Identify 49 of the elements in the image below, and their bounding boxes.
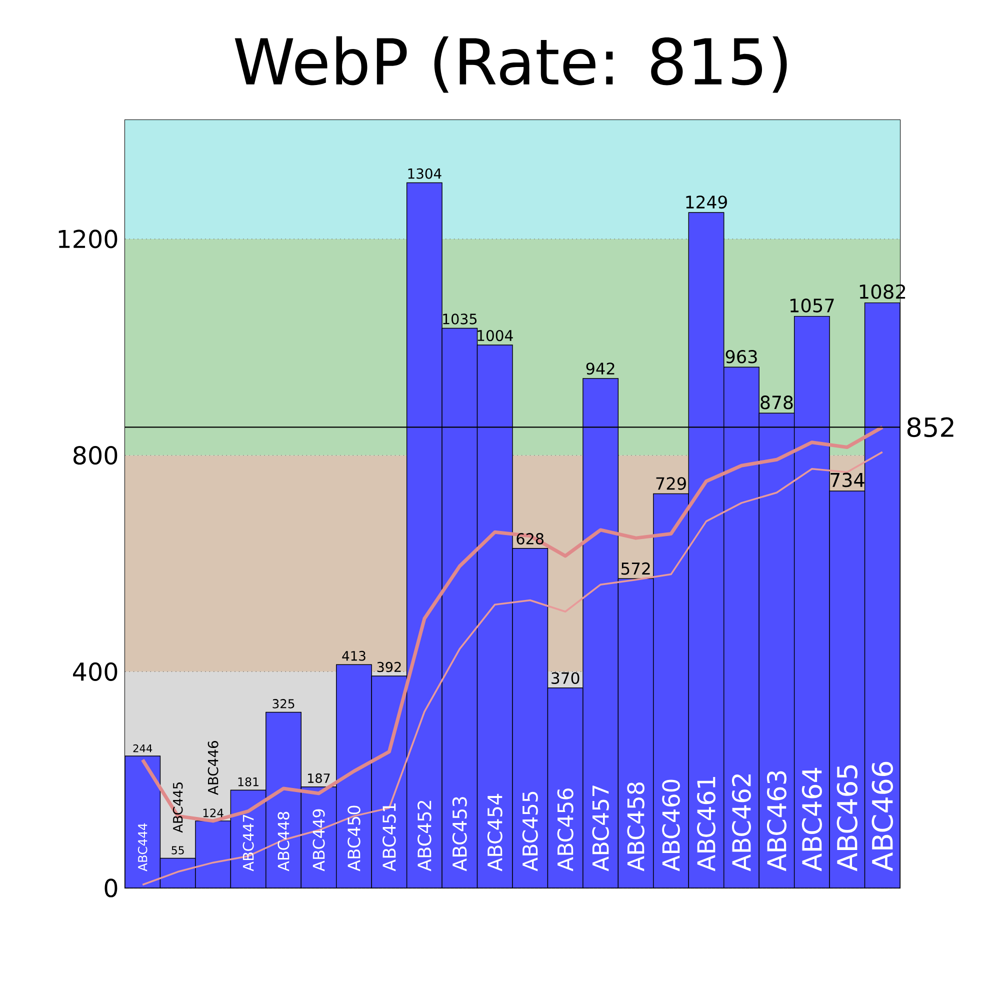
x-tick-label: ABC457 [592,786,609,872]
x-tick-label: ABC466 [872,762,894,872]
x-tick-label: ABC451 [382,803,396,872]
data-label: 181 [238,777,258,786]
x-tick-label: ABC444 [138,823,148,872]
x-tick-label: ABC460 [662,780,680,872]
data-label: 1004 [478,330,513,342]
x-tick-label: ABC448 [278,812,290,872]
data-label: 1304 [408,168,442,179]
x-tick-label: ABC455 [522,792,538,872]
data-label: 187 [308,773,330,783]
data-label: 370 [552,672,580,684]
data-label: 124 [203,808,224,818]
x-tick-label: ABC461 [697,776,716,872]
data-label: 1035 [443,314,477,324]
x-tick-label: ABC464 [802,768,822,872]
x-tick-label: ABC446 [208,741,218,796]
x-tick-label: ABC445 [172,782,183,833]
x-tick-label: ABC454 [487,794,502,872]
ref-line-label: 852 [907,417,954,438]
data-label: 413 [342,650,366,661]
x-tick-label: ABC458 [627,782,644,872]
data-label: 325 [272,699,294,708]
data-label: 55 [172,846,184,854]
x-tick-label: ABC449 [312,809,325,872]
data-label: 729 [656,477,686,490]
chart-title: WebP (Rate: 815) [234,36,787,93]
x-tick-label: ABC452 [418,800,432,872]
data-label: 572 [621,562,650,575]
x-tick-label: ABC462 [732,774,751,872]
data-label: 392 [377,662,401,672]
data-label: 963 [726,350,757,364]
x-tick-label: ABC456 [557,788,574,872]
x-tick-label: ABC465 [836,765,858,872]
x-tick-label: ABC450 [348,806,360,872]
y-tick-label: 1200 [58,230,118,248]
x-tick-label: ABC447 [242,814,254,872]
y-tick-label: 0 [104,878,118,898]
x-tick-label: ABC463 [766,771,786,872]
data-label: 628 [516,533,544,544]
data-label: 734 [830,472,864,488]
x-tick-label: ABC453 [452,797,467,872]
y-tick-label: 400 [73,662,118,681]
data-label: 878 [760,396,793,410]
y-tick-label: 800 [74,446,118,465]
data-label: 942 [586,362,614,375]
data-label: 244 [133,744,152,752]
data-label: 1057 [790,298,834,312]
data-label: 1249 [686,196,727,209]
